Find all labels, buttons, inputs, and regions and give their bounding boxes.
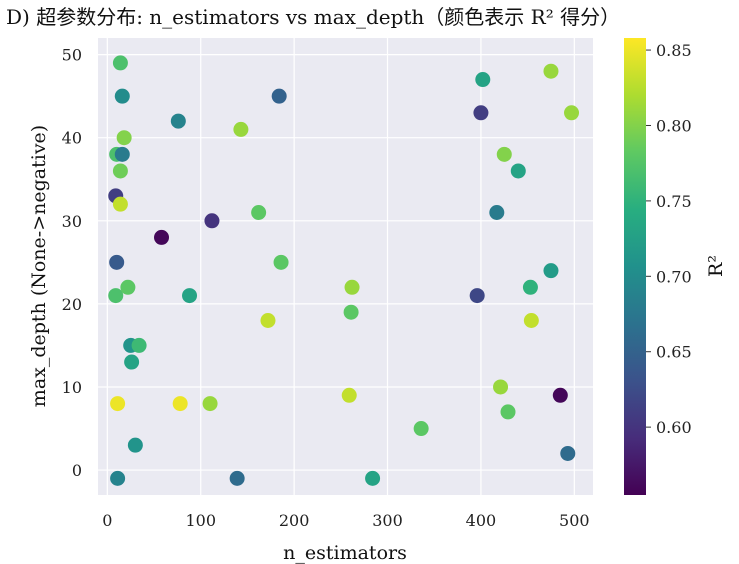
scatter-point: [170, 113, 186, 129]
scatter-point: [523, 313, 539, 329]
scatter-point: [500, 404, 516, 420]
y-axis-ticks: 0 10 20 30 40 50: [62, 46, 82, 480]
scatter-point: [469, 288, 485, 304]
scatter-point: [496, 146, 512, 162]
scatter-point: [365, 470, 381, 486]
scatter-point: [116, 130, 132, 146]
scatter-point: [543, 263, 559, 279]
y-tick-label: 50: [62, 46, 82, 65]
y-tick-label: 0: [72, 461, 82, 480]
colorbar-tick-label: 0.70: [656, 267, 692, 286]
x-tick-label: 0: [102, 511, 112, 530]
scatter-point: [229, 470, 245, 486]
scatter-point: [473, 105, 489, 121]
scatter-point: [202, 396, 218, 412]
colorbar-tick-label: 0.85: [656, 41, 692, 60]
scatter-point: [182, 288, 198, 304]
scatter-point: [341, 387, 357, 403]
chart-title: D) 超参数分布: n_estimators vs max_depth（颜色表示…: [6, 5, 620, 29]
scatter-point: [522, 279, 538, 295]
scatter-point: [273, 254, 289, 270]
scatter-point: [120, 279, 136, 295]
scatter-point: [552, 387, 568, 403]
scatter-point: [131, 337, 147, 353]
scatter-point: [108, 288, 124, 304]
data-points: [108, 55, 580, 486]
y-tick-label: 30: [62, 212, 82, 231]
x-axis-ticks: 0 100 200 300 400 500: [102, 511, 589, 530]
plot-area: [98, 38, 593, 495]
scatter-point: [114, 88, 130, 104]
x-tick-label: 300: [372, 511, 403, 530]
y-tick-label: 20: [62, 295, 82, 314]
scatter-point: [543, 63, 559, 79]
scatter-point: [251, 204, 267, 220]
scatter-point: [343, 304, 359, 320]
scatter-point: [493, 379, 509, 395]
scatter-point: [260, 313, 276, 329]
x-tick-label: 100: [185, 511, 216, 530]
colorbar-ticks: 0.60 0.65 0.70 0.75 0.80 0.85: [646, 41, 692, 437]
scatter-point: [271, 88, 287, 104]
x-tick-label: 400: [466, 511, 497, 530]
x-tick-label: 500: [559, 511, 590, 530]
scatter-point: [112, 196, 128, 212]
scatter-point: [564, 105, 580, 121]
scatter-point: [110, 470, 126, 486]
colorbar-tick-label: 0.80: [656, 116, 692, 135]
scatter-point: [110, 396, 126, 412]
scatter-point: [154, 229, 170, 245]
scatter-point: [124, 354, 140, 370]
scatter-point: [172, 396, 188, 412]
y-tick-label: 40: [62, 129, 82, 148]
scatter-point: [489, 204, 505, 220]
scatter-point: [560, 445, 576, 461]
scatter-point: [112, 163, 128, 179]
scatter-point: [114, 146, 130, 162]
colorbar: [624, 38, 646, 495]
x-tick-label: 200: [279, 511, 310, 530]
colorbar-tick-label: 0.65: [656, 343, 692, 362]
scatter-point: [233, 121, 249, 137]
scatter-point: [112, 55, 128, 71]
scatter-point: [413, 421, 429, 437]
scatter-point: [344, 279, 360, 295]
y-tick-label: 10: [62, 378, 82, 397]
scatter-point: [475, 72, 491, 88]
scatter-point: [510, 163, 526, 179]
y-axis-label: max_depth (None->negative): [28, 125, 50, 407]
colorbar-tick-label: 0.60: [656, 418, 692, 437]
scatter-point: [127, 437, 143, 453]
colorbar-tick-label: 0.75: [656, 192, 692, 211]
colorbar-label: R²: [705, 255, 727, 277]
scatter-point: [204, 213, 220, 229]
x-axis-label: n_estimators: [283, 542, 407, 564]
scatter-point: [109, 254, 125, 270]
